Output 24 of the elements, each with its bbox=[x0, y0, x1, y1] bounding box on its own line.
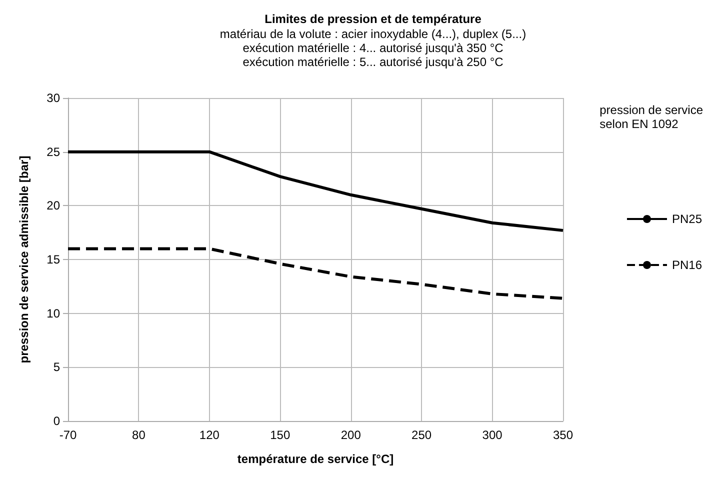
y-tick-label: 10 bbox=[46, 306, 60, 320]
x-tick-label: 80 bbox=[132, 428, 146, 442]
x-tick-label: 120 bbox=[199, 428, 220, 442]
legend-label: PN16 bbox=[672, 258, 702, 272]
legend-title: pression de service selon EN 1092 bbox=[600, 103, 704, 131]
x-tick-label: 250 bbox=[412, 428, 432, 442]
y-tick-label: 15 bbox=[46, 252, 60, 266]
y-tick-label: 20 bbox=[46, 198, 60, 213]
y-tick-label: 25 bbox=[46, 144, 60, 159]
y-tick-label: 0 bbox=[53, 414, 60, 428]
x-tick-label: -70 bbox=[59, 428, 77, 442]
y-tick-label: 30 bbox=[46, 91, 60, 105]
x-tick-label: 150 bbox=[270, 428, 290, 442]
line-series bbox=[66, 247, 564, 300]
x-axis-title: température de service [°C] bbox=[237, 452, 394, 466]
chart-subtitle: matériau de la volute : acier inoxydable (4...), duplex (5...) exécution matérielle : 4... autorisé jusqu'à 350 °C exécution matérielle : 5... autorisé jusqu'à 250 °C bbox=[220, 27, 526, 69]
chart-title: Limites de pression et de température bbox=[264, 12, 482, 26]
x-tick-label: 300 bbox=[482, 428, 503, 442]
legend-label: PN25 bbox=[672, 212, 702, 226]
y-axis-title: pression de service admissible [bar] bbox=[17, 156, 31, 364]
x-tick-label: 200 bbox=[340, 428, 362, 442]
x-tick-label: 350 bbox=[552, 428, 574, 442]
y-tick-label: 5 bbox=[53, 360, 60, 374]
line-series bbox=[66, 150, 564, 232]
